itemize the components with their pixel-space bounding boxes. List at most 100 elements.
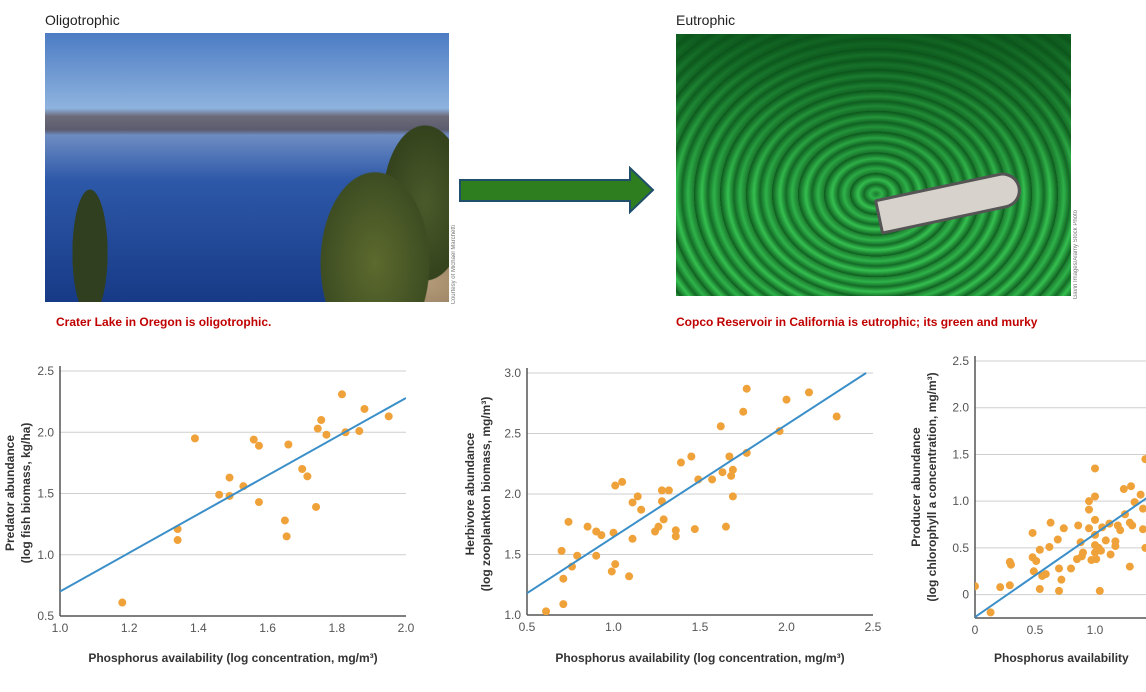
data-point xyxy=(1101,536,1110,545)
data-point xyxy=(322,430,331,439)
data-point xyxy=(284,440,293,449)
data-point xyxy=(775,427,784,436)
oligotrophic-title: Oligotrophic xyxy=(45,12,120,28)
y-tick-label: 2.5 xyxy=(504,427,521,441)
fit-line xyxy=(60,397,406,593)
y-tick-label: 2.5 xyxy=(37,364,54,378)
x-tick-label: 2.5 xyxy=(865,620,882,634)
y-tick-label: 0 xyxy=(962,588,969,602)
data-point xyxy=(1095,586,1104,595)
data-point xyxy=(996,583,1005,592)
data-point xyxy=(1128,521,1137,530)
data-point xyxy=(118,598,127,607)
data-point xyxy=(1007,560,1015,569)
data-point xyxy=(1085,524,1093,533)
data-point xyxy=(628,498,637,507)
data-point xyxy=(1111,542,1120,551)
data-point xyxy=(249,435,258,444)
data-point xyxy=(637,505,646,514)
y-tick-label: 1.5 xyxy=(504,548,521,562)
data-point xyxy=(804,388,813,397)
data-point xyxy=(671,526,680,535)
data-point xyxy=(303,472,312,481)
x-tick-label: 1.8 xyxy=(328,621,345,635)
data-point xyxy=(559,600,568,609)
data-point xyxy=(1091,515,1099,524)
y-axis-title: (log chlorophyll a concentration, mg/m³) xyxy=(925,372,939,601)
x-tick-label: 1.2 xyxy=(121,621,138,635)
data-point xyxy=(1136,490,1145,499)
data-point xyxy=(1106,550,1115,559)
data-point xyxy=(708,475,717,484)
y-tick-label: 2.5 xyxy=(952,354,969,368)
x-axis-title: Phosphorus availability (log concentrati… xyxy=(88,651,377,665)
data-point xyxy=(721,522,730,531)
data-point xyxy=(1119,485,1128,494)
y-tick-label: 1.0 xyxy=(504,608,521,622)
chart-2: 1.01.52.02.53.00.5 1.0 1.5 2.0 2.5Phosphorus… xyxy=(463,366,882,665)
x-axis-title: Phosphorus availability xyxy=(994,651,1129,665)
data-point xyxy=(657,486,666,495)
data-point xyxy=(355,427,364,436)
crater-lake-caption: Crater Lake in Oregon is oligotrophic. xyxy=(56,315,272,329)
eutrophic-title: Eutrophic xyxy=(676,12,736,28)
data-point xyxy=(607,567,616,576)
data-point xyxy=(727,471,736,480)
y-tick-label: 1.5 xyxy=(37,487,54,501)
x-tick-label: 1.6 xyxy=(259,621,276,635)
data-point xyxy=(173,536,182,545)
y-tick-label: 2.0 xyxy=(952,401,969,415)
data-point xyxy=(573,551,582,560)
data-point xyxy=(597,531,606,540)
y-axis-title: Herbivore abundance xyxy=(463,432,477,555)
data-point xyxy=(716,422,725,431)
data-point xyxy=(1059,524,1068,533)
data-point xyxy=(654,522,663,531)
data-point xyxy=(611,560,620,569)
data-point xyxy=(557,546,566,555)
data-point xyxy=(215,490,224,499)
data-point xyxy=(1074,521,1083,530)
data-point xyxy=(1079,548,1087,557)
data-point xyxy=(1116,526,1125,535)
data-point xyxy=(1035,585,1044,594)
data-point xyxy=(664,486,673,495)
data-point xyxy=(542,607,551,615)
data-point xyxy=(1139,504,1146,513)
data-point xyxy=(254,498,263,507)
data-point xyxy=(1029,567,1038,576)
data-point xyxy=(225,473,234,482)
data-point xyxy=(337,390,346,399)
data-point xyxy=(1097,546,1105,555)
data-point xyxy=(782,395,791,404)
y-tick-label: 1.5 xyxy=(952,447,969,461)
data-point xyxy=(1085,497,1093,506)
x-axis-title: Phosphorus availability (log concentrati… xyxy=(555,651,844,665)
data-point xyxy=(659,515,668,524)
data-point xyxy=(592,551,601,560)
x-tick-label: 1.0 xyxy=(605,620,622,634)
data-point xyxy=(728,465,737,474)
data-point xyxy=(384,412,393,421)
data-point xyxy=(739,407,748,416)
fit-line xyxy=(527,372,867,595)
plot xyxy=(975,455,1146,618)
data-point xyxy=(583,522,592,531)
data-point xyxy=(676,458,685,467)
data-point xyxy=(1092,555,1101,564)
x-tick-label: 1.4 xyxy=(190,621,207,635)
y-axis-title: (log zooplankton biomass, mg/m³) xyxy=(479,397,493,592)
data-point xyxy=(742,384,751,393)
y-tick-label: 2.0 xyxy=(504,487,521,501)
y-axis-title: Producer abundance xyxy=(909,427,923,547)
plot xyxy=(60,390,406,607)
data-point xyxy=(718,468,727,477)
plot xyxy=(527,372,867,615)
copco-reservoir-photo xyxy=(676,34,1071,296)
data-point xyxy=(725,452,734,461)
data-point xyxy=(618,477,627,486)
x-tick-label: 1.5 xyxy=(692,620,709,634)
data-point xyxy=(1055,586,1063,595)
data-point xyxy=(1127,482,1135,491)
